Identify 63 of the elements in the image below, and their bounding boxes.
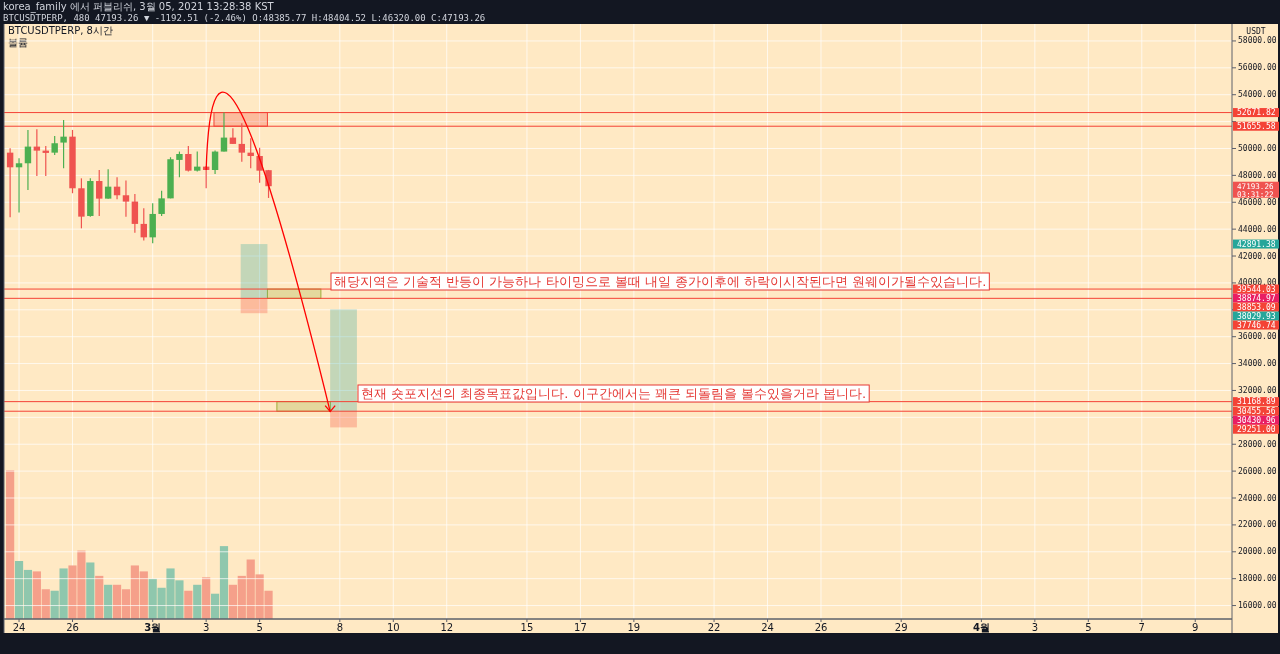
ref-line-label: 38853.09: [1237, 302, 1276, 312]
x-tick-label: 26: [814, 622, 828, 633]
annotation: 해당지역은 기술적 반등이 가능하나 타이밍으로 볼때 내일 종가이후에 하락이시작된다면 원웨이가될수있습니다.: [334, 274, 987, 289]
x-tick-label: 3월: [144, 622, 162, 633]
y-tick-label: 32000.00: [1238, 385, 1277, 395]
price-tag: 38874.97: [1233, 293, 1279, 303]
y-tick-label: 56000.00: [1238, 63, 1277, 73]
x-tick-label: 24: [761, 622, 774, 633]
x-tick-label: 4월: [972, 622, 990, 633]
x-tick-label: 19: [627, 622, 641, 633]
price-tag: 38029.93: [1233, 311, 1279, 321]
price-tag: 52671.82: [1233, 108, 1279, 118]
y-tick-label: 48000.00: [1238, 170, 1277, 180]
chart-subtitle: BTCUSDTPERP, 480 47193.26 ▼ -1192.51 (-2.46%) O:48385.77 H:48404.52 L:46320.00 C:47193.26: [3, 13, 486, 23]
price-tag: 37746.74: [1233, 320, 1279, 330]
text: korea_family 에서 퍼블리쉬, 3월 05, 2021 13:28:38 KST: [3, 1, 275, 13]
price-tag: 42891.38: [1233, 239, 1279, 249]
y-tick-label: 16000.00: [1238, 601, 1277, 611]
x-tick-label: 26: [66, 622, 79, 633]
annotation: 해당지역은 기술적 반등이 가능하나 타이밍으로 볼때 내일 종가이후에 하락이시작된다면 원웨이가될수있습니다.: [330, 272, 990, 291]
x-tick-label: 5: [1085, 622, 1092, 633]
x-tick-label: 15: [520, 622, 534, 633]
y-tick-label: 50000.00: [1238, 143, 1277, 153]
y-tick-label: 54000.00: [1238, 90, 1277, 100]
x-tick-label: 24: [12, 622, 26, 633]
annotation: 현재 숏포지션의 최종목표값입니다. 이구간에서는 꽤큰 되돌림을 볼수있을거라 봅니다.: [361, 386, 867, 401]
ref-line-label: 52671.82: [1237, 108, 1276, 118]
y-tick-label: 36000.00: [1238, 332, 1277, 342]
price-tag: 30455.56: [1233, 406, 1279, 416]
x-tick-label: 5: [256, 622, 263, 633]
x-tick-label: 10: [386, 622, 400, 633]
y-tick-label: 26000.00: [1238, 466, 1277, 476]
price-tag: 29251.00: [1233, 424, 1279, 434]
chart-title: 볼륨: [8, 37, 28, 48]
y-tick-label: 22000.00: [1238, 520, 1277, 530]
x-tick-label: 22: [707, 622, 721, 633]
y-tick-label: 18000.00: [1238, 574, 1277, 584]
y-tick-label: 20000.00: [1238, 547, 1277, 557]
x-tick-label: 3: [1031, 622, 1039, 633]
x-tick-label: 29: [894, 622, 908, 633]
y-tick-label: 28000.00: [1238, 439, 1277, 449]
ref-line-label: 51655.58: [1237, 121, 1276, 131]
x-tick-label: 9: [1192, 622, 1199, 633]
annotation: 현재 숏포지션의 최종목표값입니다. 이구간에서는 꽤큰 되돌림을 볼수있을거라 봅니다.: [357, 384, 870, 403]
y-tick-label: 34000.00: [1238, 359, 1277, 369]
y-tick-label: 42000.00: [1238, 251, 1277, 261]
y-axis-title: USDT: [1246, 27, 1266, 36]
x-tick-label: 7: [1138, 622, 1145, 633]
y-tick-label: 46000.00: [1238, 197, 1277, 207]
y-tick-label: 24000.00: [1238, 493, 1277, 503]
price-tag: 51655.58: [1233, 121, 1279, 131]
price-tag: 38853.09: [1233, 302, 1279, 312]
y-tick-label: 44000.00: [1238, 224, 1277, 234]
x-tick-label: 3: [202, 622, 210, 633]
price-tag: 30430.96: [1233, 415, 1279, 425]
price-tag: 31168.89: [1233, 397, 1279, 407]
x-tick-label: 12: [440, 622, 454, 633]
x-tick-label: 17: [574, 622, 587, 633]
chart-title: BTCUSDTPERP, 8시간: [8, 25, 113, 36]
y-tick-label: 58000.00: [1238, 36, 1277, 46]
ref-line-label: 30455.56: [1237, 406, 1276, 416]
x-tick-label: 8: [336, 622, 344, 633]
ref-line-label: 31168.89: [1237, 397, 1276, 407]
